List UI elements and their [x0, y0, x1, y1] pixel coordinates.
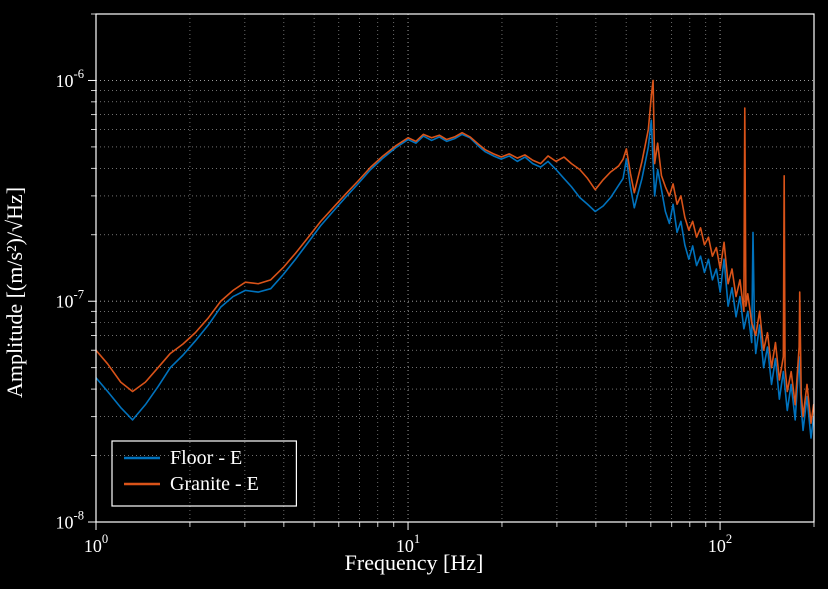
y-axis-label: Amplitude [(m/s²)/√Hz] — [2, 0, 28, 584]
chart-svg: 10010110210-810-710-6Floor - EGranite - … — [0, 0, 828, 584]
legend-label: Floor - E — [170, 447, 242, 469]
legend-label: Granite - E — [170, 473, 259, 495]
x-axis-label: Frequency [Hz] — [0, 550, 828, 576]
spectrum-chart: 10010110210-810-710-6Floor - EGranite - … — [0, 0, 828, 584]
